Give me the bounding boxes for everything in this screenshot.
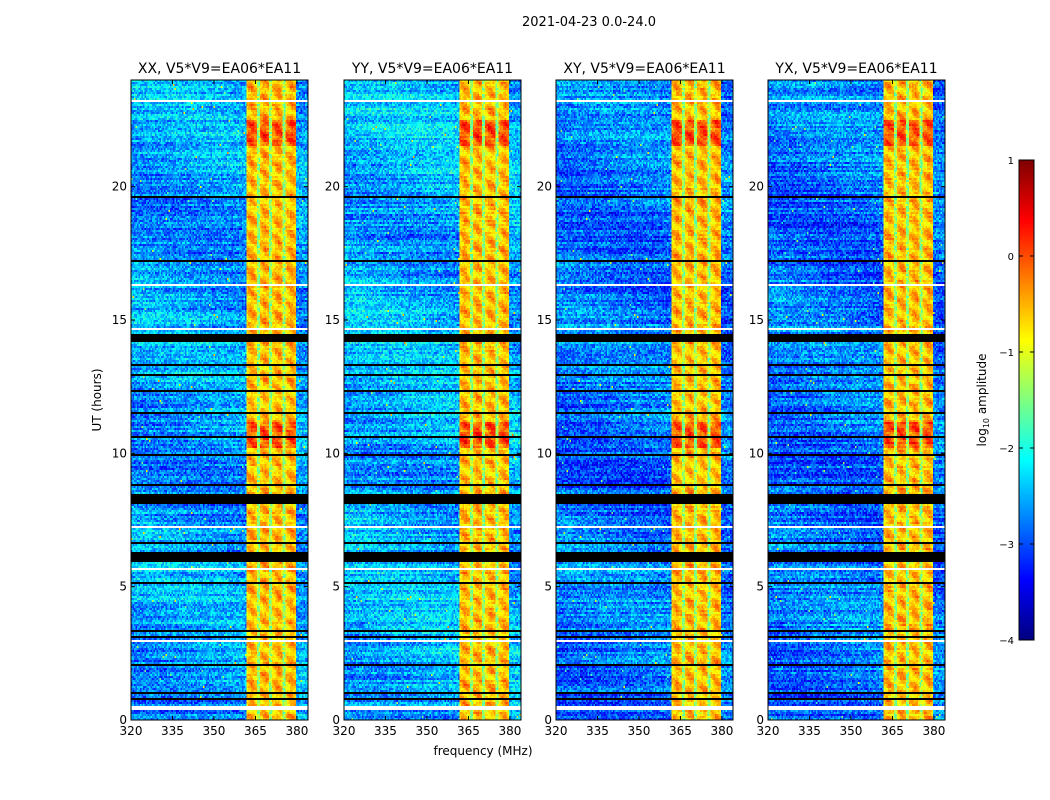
x-tick-label: 365 [244,724,267,738]
panel-axes-2: XY, V5*V9=EA06*EA11 320 335 350 365 380 0 5 10 15… [537,61,734,738]
y-tick-label: 0 [756,713,764,727]
panel-axes-3: YX, V5*V9=EA06*EA11 320 335 350 365 380 0 5 10 15… [749,61,946,738]
panel-axes-0: XX, V5*V9=EA06*EA11 320 335 350 365 380 0 5 10 15… [112,61,309,738]
y-tick-label: 15 [749,313,764,327]
x-tick-label: 365 [881,724,904,738]
y-tick-label: 5 [119,580,127,594]
y-tick-label: 10 [537,446,552,460]
x-tick-label: 320 [120,724,143,738]
y-tick-label: 0 [544,713,552,727]
y-tick-label: 0 [332,713,340,727]
x-tick-label: 350 [203,724,226,738]
x-tick-label: 335 [161,724,184,738]
x-tick-label: 380 [285,724,308,738]
x-tick-label: 365 [669,724,692,738]
colorbar-tick-label: −1 [999,348,1014,359]
y-tick-label: 10 [325,446,340,460]
y-tick-label: 15 [112,313,127,327]
y-tick-label: 0 [119,713,127,727]
y-tick-label: 10 [749,446,764,460]
y-tick-label: 10 [112,446,127,460]
spectrogram-2 [556,80,733,720]
x-tick-label: 320 [545,724,568,738]
y-tick-label: 5 [332,580,340,594]
y-tick-label: 15 [325,313,340,327]
y-tick-label: 15 [537,313,552,327]
x-tick-label: 365 [457,724,480,738]
spectrogram-3 [768,80,945,720]
x-tick-label: 350 [628,724,651,738]
axes-frame [555,79,734,721]
figure-title: 2021-04-23 0.0-24.0 [522,15,656,30]
x-tick-label: 320 [333,724,356,738]
panel-title: XX, V5*V9=EA06*EA11 [138,61,301,77]
panel-title: XY, V5*V9=EA06*EA11 [563,61,725,77]
x-tick-label: 380 [922,724,945,738]
spectrogram-0 [131,80,308,720]
x-tick-label: 320 [757,724,780,738]
x-tick-label: 335 [798,724,821,738]
axes-frame [343,79,522,721]
y-tick-label: 20 [325,180,340,194]
panel-title: YX, V5*V9=EA06*EA11 [774,61,937,77]
y-tick-label: 20 [749,180,764,194]
panel-title: YY, V5*V9=EA06*EA11 [351,61,513,77]
x-tick-label: 380 [710,724,733,738]
x-tick-label: 350 [840,724,863,738]
y-tick-label: 20 [537,180,552,194]
colorbar-axes: 1 0 −1 −2 −3 −4 [999,156,1035,647]
x-tick-label: 350 [416,724,439,738]
y-tick-label: 5 [756,580,764,594]
colorbar-tick-label: −4 [999,636,1014,647]
axes-frame [767,79,946,721]
x-tick-label: 335 [374,724,397,738]
x-tick-label: 335 [586,724,609,738]
y-tick-label: 5 [544,580,552,594]
colorbar-frame [1018,159,1035,641]
colorbar-tick-label: −2 [999,444,1014,455]
colorbar [1019,160,1034,640]
colorbar-tick-label: 1 [1008,156,1014,167]
y-axis-label: UT (hours) [90,368,104,431]
spectrogram-1 [344,80,521,720]
colorbar-label: log10 amplitude [975,354,991,447]
x-axis-label: frequency (MHz) [433,744,532,758]
colorbar-tick-label: −3 [999,540,1014,551]
colorbar-tick-label: 0 [1008,252,1014,263]
panel-axes-1: YY, V5*V9=EA06*EA11 320 335 350 365 380 0 5 10 15… [325,61,522,738]
axes-frame [130,79,309,721]
x-tick-label: 380 [498,724,521,738]
y-tick-label: 20 [112,180,127,194]
